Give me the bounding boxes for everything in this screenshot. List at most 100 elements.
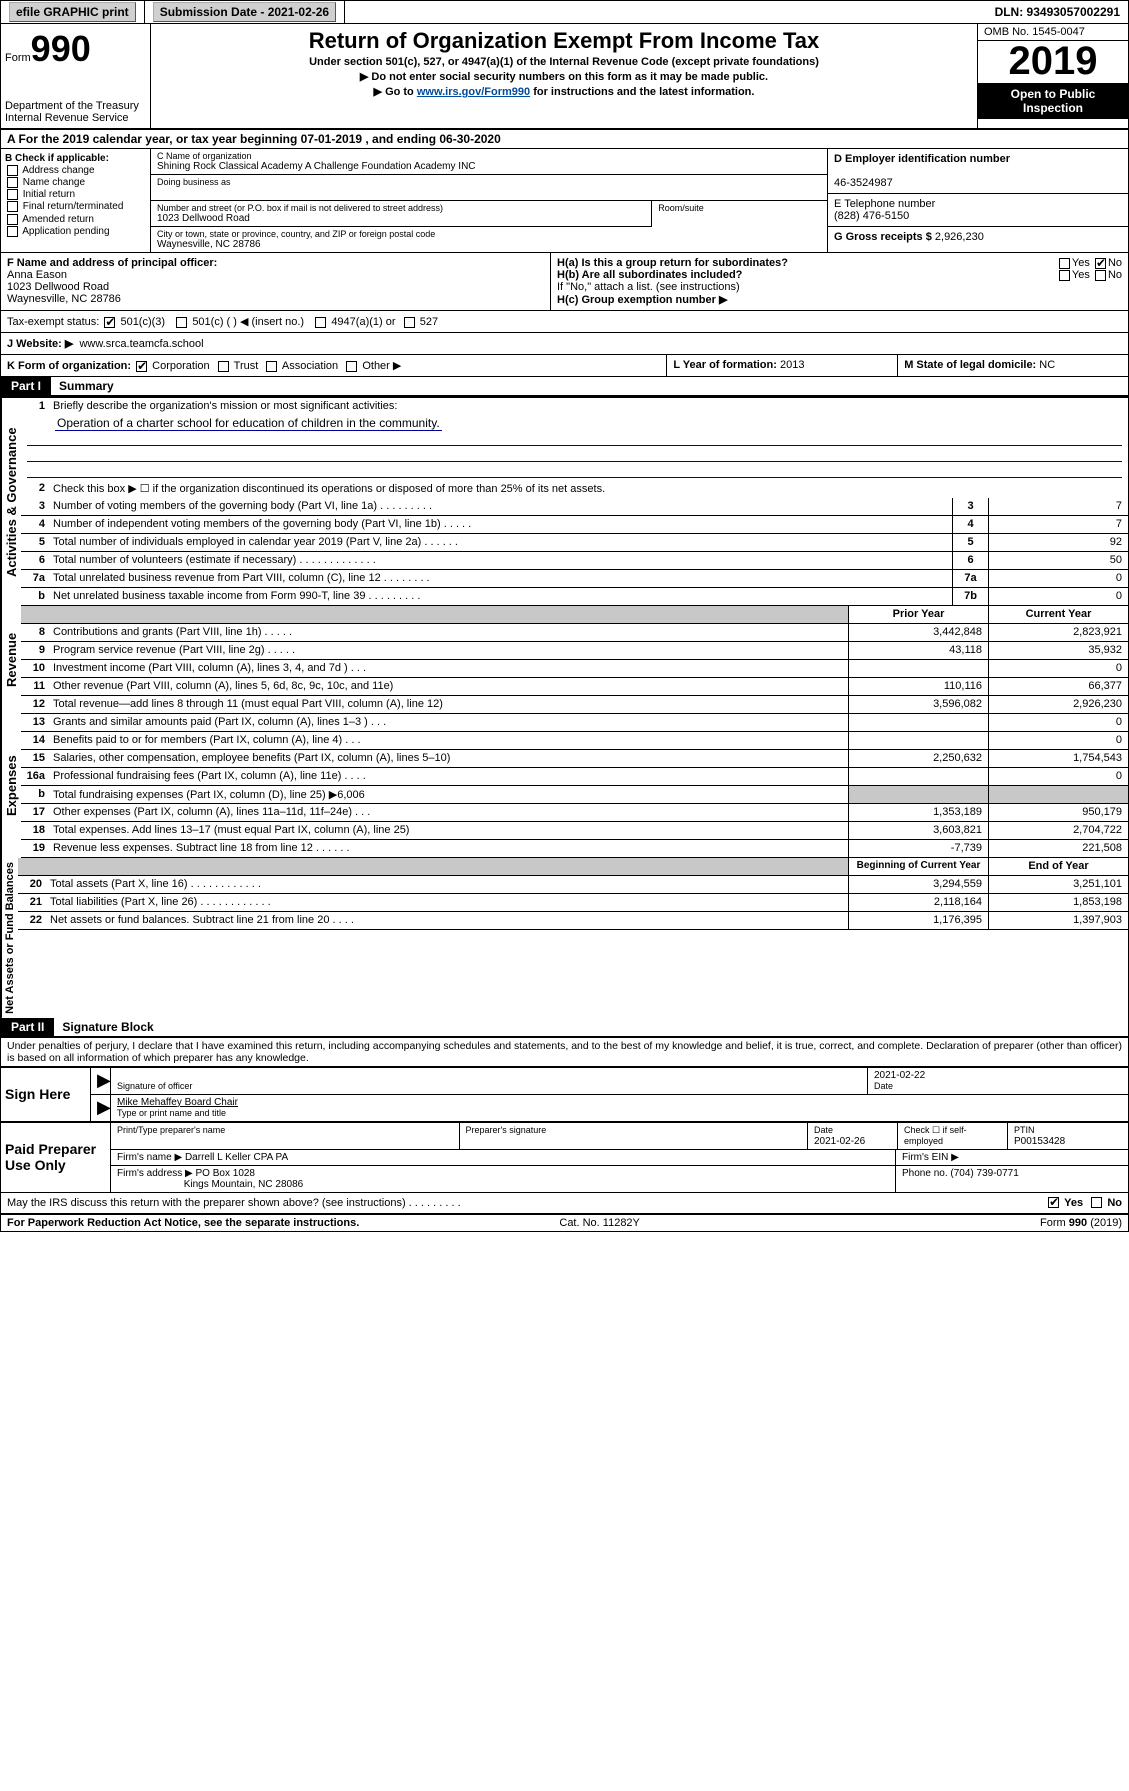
tax-year: 2019: [978, 41, 1128, 83]
row-klm: K Form of organization: Corporation Trus…: [1, 355, 1128, 377]
row-a-taxyear: A For the 2019 calendar year, or tax yea…: [1, 130, 1128, 149]
sign-here-label: Sign Here: [1, 1068, 91, 1121]
tel-lbl: E Telephone number: [834, 198, 935, 210]
chk-other[interactable]: [346, 361, 357, 372]
open-inspection: Open to Public Inspection: [978, 83, 1128, 119]
chk-corp[interactable]: [136, 361, 147, 372]
l19-p: -7,739: [848, 840, 988, 857]
hb-no[interactable]: [1095, 270, 1106, 281]
row-fh: F Name and address of principal officer:…: [1, 253, 1128, 311]
chk-trust[interactable]: [218, 361, 229, 372]
l13-t: Grants and similar amounts paid (Part IX…: [49, 714, 848, 731]
l4-v: 7: [988, 516, 1128, 533]
l14-p: [848, 732, 988, 749]
l8-c: 2,823,921: [988, 624, 1128, 641]
chk-initial[interactable]: [7, 189, 18, 200]
discuss-row: May the IRS discuss this return with the…: [1, 1193, 1128, 1214]
firm-name-lbl: Firm's name ▶: [117, 1152, 182, 1163]
l12-t: Total revenue—add lines 8 through 11 (mu…: [49, 696, 848, 713]
chk-pending[interactable]: [7, 226, 18, 237]
f-addr1: 1023 Dellwood Road: [7, 281, 109, 293]
discuss-no[interactable]: [1091, 1197, 1102, 1208]
chk-4947[interactable]: [315, 317, 326, 328]
room-lbl: Room/suite: [658, 203, 821, 213]
chk-501c[interactable]: [176, 317, 187, 328]
no-lbl2: No: [1108, 269, 1122, 281]
lbl-pending: Application pending: [22, 226, 109, 237]
l5-v: 92: [988, 534, 1128, 551]
chk-address[interactable]: [7, 165, 18, 176]
f-name: Anna Eason: [7, 269, 67, 281]
l5-t: Total number of individuals employed in …: [49, 534, 952, 551]
part2-badge: Part II: [1, 1018, 54, 1036]
l7b-v: 0: [988, 588, 1128, 605]
part2-title: Signature Block: [54, 1018, 161, 1036]
l21-t: Total liabilities (Part X, line 26) . . …: [46, 894, 848, 911]
section-governance: Activities & Governance 1Briefly describ…: [1, 396, 1128, 606]
efile-print-button[interactable]: efile GRAPHIC print: [9, 2, 136, 22]
l7a-t: Total unrelated business revenue from Pa…: [49, 570, 952, 587]
l17-p: 1,353,189: [848, 804, 988, 821]
firm-name: Darrell L Keller CPA PA: [185, 1152, 288, 1163]
l4-t: Number of independent voting members of …: [49, 516, 952, 533]
hc-lbl: H(c) Group exemption number ▶: [557, 294, 727, 306]
l11-p: 110,116: [848, 678, 988, 695]
block-bcde: B Check if applicable: Address change Na…: [1, 149, 1128, 253]
hdr-curr: Current Year: [988, 606, 1128, 623]
l22-p: 1,176,395: [848, 912, 988, 929]
side-expenses: Expenses: [1, 714, 21, 858]
f-lbl: F Name and address of principal officer:: [7, 257, 217, 269]
foot-right: Form 990 (2019): [1040, 1217, 1122, 1229]
secB-hdr: B Check if applicable:: [5, 153, 109, 164]
l2-text: Check this box ▶ ☐ if the organization d…: [49, 480, 1128, 498]
lbl-address-change: Address change: [22, 165, 94, 176]
no-lbl: No: [1108, 257, 1122, 269]
section-expenses: Expenses 13Grants and similar amounts pa…: [1, 714, 1128, 858]
l7b-t: Net unrelated business taxable income fr…: [49, 588, 952, 605]
l10-c: 0: [988, 660, 1128, 677]
l14-t: Benefits paid to or for members (Part IX…: [49, 732, 848, 749]
gross-val: 2,926,230: [935, 231, 984, 243]
hdr-beg: Beginning of Current Year: [848, 858, 988, 875]
phone-lbl: Phone no.: [902, 1168, 948, 1179]
discuss-q: May the IRS discuss this return with the…: [7, 1197, 461, 1209]
chk-501c3[interactable]: [104, 317, 115, 328]
section-revenue: Revenue Prior YearCurrent Year 8Contribu…: [1, 606, 1128, 714]
discuss-yes[interactable]: [1048, 1197, 1059, 1208]
l20-t: Total assets (Part X, line 16) . . . . .…: [46, 876, 848, 893]
hb-yes[interactable]: [1059, 270, 1070, 281]
l4-b: 4: [952, 516, 988, 533]
part1-badge: Part I: [1, 377, 51, 395]
row-j: J Website: ▶ www.srca.teamcfa.school: [1, 333, 1128, 355]
l6-v: 50: [988, 552, 1128, 569]
prep-name-lbl: Print/Type preparer's name: [117, 1125, 225, 1135]
opt-501c: 501(c) ( ) ◀ (insert no.): [192, 316, 304, 328]
prep-date: 2021-02-26: [814, 1136, 865, 1147]
m-val: NC: [1039, 359, 1055, 371]
opt-other: Other ▶: [362, 360, 401, 372]
chk-527[interactable]: [404, 317, 415, 328]
sub3b: for instructions and the latest informat…: [530, 86, 754, 98]
lbl-amended: Amended return: [22, 214, 94, 225]
paid-preparer-block: Paid Preparer Use Only Print/Type prepar…: [1, 1122, 1128, 1193]
j-lbl: J Website: ▶: [7, 338, 73, 350]
firm-addr2: Kings Mountain, NC 28086: [184, 1179, 304, 1190]
opt-4947: 4947(a)(1) or: [331, 316, 395, 328]
l13-c: 0: [988, 714, 1128, 731]
chk-final[interactable]: [7, 201, 18, 212]
l19-t: Revenue less expenses. Subtract line 18 …: [49, 840, 848, 857]
chk-name[interactable]: [7, 177, 18, 188]
l21-p: 2,118,164: [848, 894, 988, 911]
chk-assoc[interactable]: [266, 361, 277, 372]
i-lbl: Tax-exempt status:: [7, 316, 99, 328]
chk-amended[interactable]: [7, 214, 18, 225]
l15-c: 1,754,543: [988, 750, 1128, 767]
foot-left: For Paperwork Reduction Act Notice, see …: [7, 1217, 359, 1229]
l3-v: 7: [988, 498, 1128, 515]
form-number: 990: [31, 28, 91, 69]
part1-hdr: Part I Summary: [1, 377, 1128, 396]
ha-no[interactable]: [1095, 258, 1106, 269]
l11-t: Other revenue (Part VIII, column (A), li…: [49, 678, 848, 695]
ha-yes[interactable]: [1059, 258, 1070, 269]
irs-link[interactable]: www.irs.gov/Form990: [417, 86, 530, 98]
